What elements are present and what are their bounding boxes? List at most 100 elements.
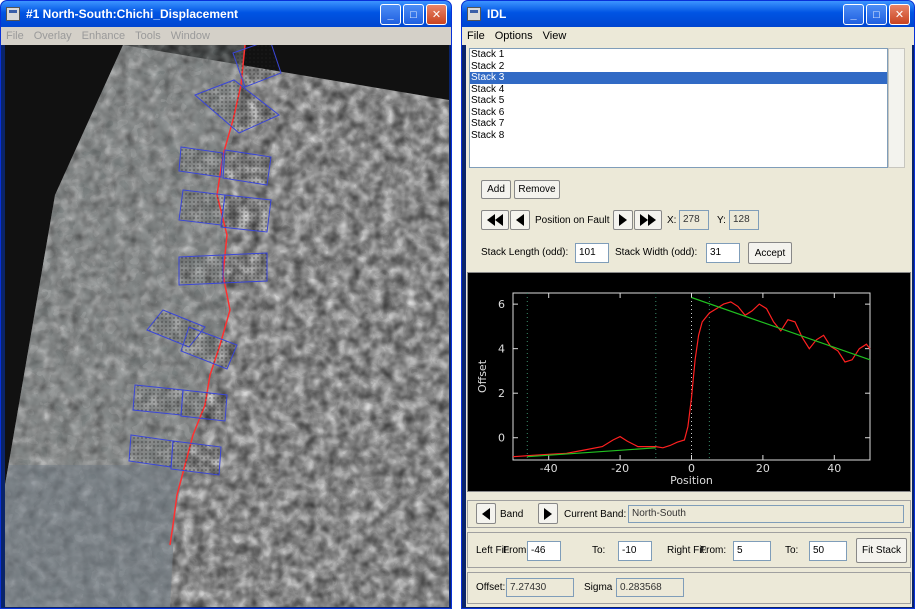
list-item[interactable]: Stack 8: [471, 129, 505, 141]
idl-body: Stack 1 Stack 2 Stack 3 Stack 4 Stack 5 …: [466, 45, 912, 607]
linear-fit-line: [691, 296, 871, 361]
band-group: [467, 500, 911, 528]
x-tick-label: -40: [540, 462, 558, 475]
left-arrow-icon: [482, 507, 490, 520]
x-label: X:: [667, 215, 677, 226]
remove-button[interactable]: Remove: [514, 180, 560, 199]
y-label: Y:: [717, 215, 726, 226]
list-item[interactable]: Stack 4: [471, 83, 505, 95]
menu-file[interactable]: File: [467, 30, 485, 42]
offset-field: 7.27430: [506, 578, 574, 597]
left-arrow-icon: [516, 214, 524, 226]
stack-boxes: [128, 45, 282, 476]
previous-band-button[interactable]: [476, 503, 496, 524]
stack-width-field[interactable]: 31: [706, 243, 740, 263]
last-position-button[interactable]: [634, 210, 662, 230]
offset-profile-line: [512, 301, 871, 458]
offset-plot: -40 -20 0 20 40 0 2 4 6 Position Offset: [467, 272, 911, 492]
y-axis-label: Offset: [476, 359, 489, 393]
right-fit-label: Right Fit:: [667, 545, 708, 556]
image-window-title: #1 North-South:Chichi_Displacement: [26, 7, 239, 21]
list-item[interactable]: Stack 6: [471, 106, 505, 118]
sigma-label: Sigma: [584, 582, 613, 593]
close-button[interactable]: ✕: [889, 4, 910, 25]
left-fit-from-field[interactable]: -46: [527, 541, 561, 561]
list-item[interactable]: Stack 2: [471, 60, 505, 72]
maximize-button[interactable]: □: [866, 4, 887, 25]
displacement-image-view[interactable]: [5, 45, 449, 607]
menu-options[interactable]: Options: [494, 30, 533, 42]
idl-window-title: IDL: [487, 7, 507, 21]
close-button[interactable]: ✕: [426, 4, 447, 25]
left-fit-label: Left Fit:: [476, 545, 510, 556]
minimize-button[interactable]: _: [843, 4, 864, 25]
offset-label: Offset:: [476, 582, 506, 593]
linear-fit-line: [527, 447, 656, 458]
right-arrow-icon: [619, 214, 627, 226]
idl-window: IDL _ □ ✕ File Options View Stack 1 Stac…: [461, 0, 915, 609]
image-window: #1 North-South:Chichi_Displacement _ □ ✕…: [0, 0, 452, 609]
list-item[interactable]: Stack 7: [471, 118, 505, 129]
menu-enhance[interactable]: Enhance: [81, 30, 126, 42]
right-from-label: From:: [700, 545, 727, 556]
right-arrow-icon: [544, 507, 552, 520]
x-field: 278: [679, 210, 709, 230]
x-tick-label: 20: [756, 462, 770, 475]
idl-menubar: File Options View: [462, 27, 914, 45]
accept-button[interactable]: Accept: [748, 242, 792, 264]
stack-length-label: Stack Length (odd):: [481, 247, 569, 258]
first-position-button[interactable]: [481, 210, 509, 230]
y-tick-label: 2: [498, 387, 505, 400]
y-field: 128: [729, 210, 759, 230]
list-item-selected[interactable]: Stack 3: [470, 72, 887, 84]
rewind-icon: [495, 214, 503, 226]
menu-window[interactable]: Window: [170, 30, 210, 42]
y-tick-label: 6: [498, 298, 505, 311]
rewind-icon: [487, 214, 495, 226]
add-button[interactable]: Add: [481, 180, 511, 199]
stack-length-field[interactable]: 101: [575, 243, 609, 263]
left-from-label: From:: [503, 545, 530, 556]
image-menubar: File Overlay Enhance Tools Window: [1, 27, 451, 45]
fit-group: [467, 532, 911, 568]
x-axis-label: Position: [670, 474, 713, 487]
fit-stack-button[interactable]: Fit Stack: [856, 538, 907, 563]
fault-trace: [169, 45, 246, 546]
x-tick-label: -20: [611, 462, 629, 475]
menu-view[interactable]: View: [542, 30, 567, 42]
right-to-label: To:: [785, 545, 799, 556]
displacement-image: [5, 45, 449, 607]
list-item[interactable]: Stack 1: [471, 49, 505, 60]
position-on-fault-label: Position on Fault: [535, 215, 610, 226]
current-band-field: North-South: [628, 505, 904, 523]
right-fit-from-field[interactable]: 5: [733, 541, 771, 561]
right-fit-to-field[interactable]: 50: [809, 541, 847, 561]
fast-forward-icon: [648, 214, 656, 226]
list-item[interactable]: Stack 5: [471, 95, 505, 106]
idl-window-titlebar[interactable]: IDL _ □ ✕: [462, 1, 914, 27]
stack-width-label: Stack Width (odd):: [615, 247, 698, 258]
maximize-button[interactable]: □: [403, 4, 424, 25]
result-group: [467, 572, 911, 604]
current-band-label: Current Band:: [564, 509, 627, 520]
x-tick-label: 0: [688, 462, 695, 475]
menu-file[interactable]: File: [6, 30, 24, 42]
stack-list-scrollbar[interactable]: [888, 48, 905, 168]
y-tick-label: 0: [498, 432, 505, 445]
left-fit-to-field[interactable]: -10: [618, 541, 652, 561]
menu-overlay[interactable]: Overlay: [33, 30, 72, 42]
stack-list[interactable]: Stack 1 Stack 2 Stack 3 Stack 4 Stack 5 …: [469, 48, 888, 168]
band-label: Band: [500, 509, 524, 520]
window-app-icon: [6, 7, 20, 21]
menu-tools[interactable]: Tools: [135, 30, 161, 42]
sigma-field: 0.283568: [616, 578, 684, 597]
next-position-button[interactable]: [613, 210, 633, 230]
y-tick-label: 4: [498, 343, 505, 356]
next-band-button[interactable]: [538, 503, 558, 524]
left-to-label: To:: [592, 545, 606, 556]
offset-plot-canvas: -40 -20 0 20 40 0 2 4 6 Position Offset: [476, 292, 871, 487]
minimize-button[interactable]: _: [380, 4, 401, 25]
previous-position-button[interactable]: [510, 210, 530, 230]
x-tick-label: 40: [827, 462, 841, 475]
image-window-titlebar[interactable]: #1 North-South:Chichi_Displacement _ □ ✕: [1, 1, 451, 27]
